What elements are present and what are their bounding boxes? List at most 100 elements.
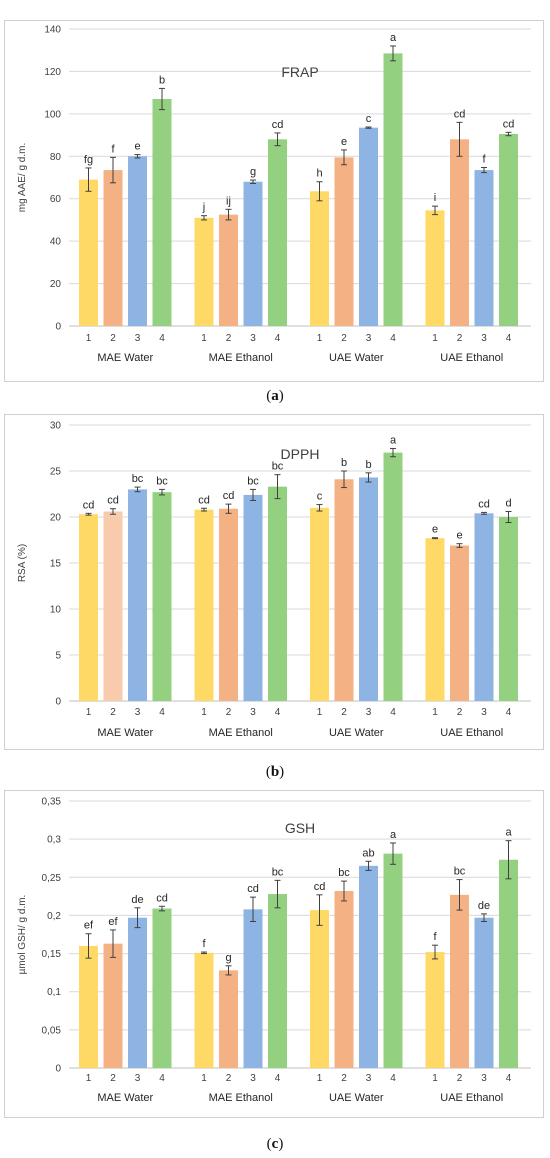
- significance-letter: h: [316, 168, 322, 180]
- significance-letter: a: [390, 434, 397, 446]
- bar-mae-water-1: [79, 179, 98, 326]
- category-label: 4: [159, 1073, 165, 1084]
- y-axis-label: RSA (%): [17, 544, 28, 582]
- significance-letter: e: [456, 530, 462, 542]
- y-tick-label: 0,1: [47, 987, 61, 998]
- bar-mae-ethanol-1: [194, 509, 214, 701]
- bar-uae-ethanol-4: [499, 859, 518, 1068]
- y-tick-label: 140: [44, 25, 61, 36]
- category-label: 1: [201, 1073, 207, 1084]
- bar-uae-water-3: [359, 127, 378, 327]
- y-tick-label: 5: [55, 651, 61, 662]
- significance-letter: cd: [478, 498, 490, 510]
- significance-letter: e: [341, 136, 347, 148]
- y-tick-label: 20: [50, 513, 62, 524]
- category-label: 1: [317, 1073, 323, 1084]
- significance-letter: ab: [362, 847, 374, 859]
- significance-letter: c: [317, 491, 323, 503]
- category-label: 3: [481, 707, 487, 718]
- category-label: 4: [275, 333, 281, 344]
- category-label: 3: [481, 1073, 487, 1084]
- significance-letter: f: [433, 931, 437, 943]
- group-label: UAE Water: [329, 727, 384, 739]
- category-label: 4: [506, 333, 512, 344]
- y-tick-label: 25: [50, 467, 62, 478]
- category-label: 3: [135, 1073, 141, 1084]
- significance-letter: cd: [156, 892, 168, 904]
- group-label: UAE Ethanol: [440, 727, 503, 739]
- significance-letter: f: [111, 143, 115, 155]
- bar-uae-water-4: [383, 452, 403, 701]
- category-label: 4: [275, 707, 281, 718]
- bar-uae-water-4: [383, 53, 403, 327]
- significance-letter: bc: [247, 475, 259, 487]
- category-label: 1: [317, 333, 323, 344]
- bar-uae-water-2: [334, 479, 354, 701]
- significance-letter: cd: [503, 118, 515, 130]
- group-label: MAE Water: [97, 352, 153, 364]
- bar-uae-water-3: [359, 865, 378, 1068]
- significance-letter: bc: [272, 461, 284, 473]
- significance-letter: bc: [156, 475, 168, 487]
- group-label: UAE Water: [329, 1092, 384, 1104]
- y-tick-label: 60: [50, 194, 62, 205]
- gsh-caption: (c): [266, 1136, 284, 1152]
- significance-letter: cd: [314, 881, 326, 893]
- y-tick-label: 0,2: [47, 911, 61, 922]
- bar-mae-water-2: [103, 170, 123, 326]
- bar-mae-water-3: [128, 917, 147, 1068]
- significance-letter: b: [159, 74, 165, 86]
- bar-uae-water-1: [310, 910, 329, 1068]
- group-label: MAE Ethanol: [209, 1092, 273, 1104]
- significance-letter: ef: [84, 920, 94, 932]
- frap-caption-letter: a: [271, 388, 279, 404]
- significance-letter: ef: [108, 916, 118, 928]
- frap-chart-panel: 0 20 40 60 80 100 120 140 mg AAE/ g d.m. FRAP fg 1 f…: [4, 20, 544, 382]
- y-tick-label: 0,15: [42, 949, 62, 960]
- significance-letter: bc: [338, 867, 350, 879]
- bar-mae-water-3: [128, 156, 147, 326]
- bar-mae-ethanol-2: [219, 970, 238, 1068]
- bar-uae-water-2: [334, 891, 354, 1068]
- bar-uae-water-2: [334, 157, 354, 326]
- y-tick-label: 80: [50, 152, 62, 163]
- category-label: 1: [86, 333, 92, 344]
- y-tick-label: 15: [50, 559, 62, 570]
- bar-mae-water-2: [103, 943, 123, 1068]
- bar-mae-ethanol-3: [243, 909, 263, 1068]
- category-label: 4: [390, 333, 396, 344]
- gsh-chart: 0 0,05 0,1 0,15 0,2 0,25 0,3 0,35 µmol GSH/ g d.…: [17, 797, 531, 1104]
- y-tick-label: 0,05: [42, 1025, 62, 1036]
- significance-letter: j: [202, 202, 205, 214]
- category-label: 2: [457, 333, 463, 344]
- significance-letter: cd: [223, 490, 235, 502]
- category-label: 1: [201, 707, 207, 718]
- category-label: 2: [110, 707, 116, 718]
- y-tick-label: 40: [50, 237, 62, 248]
- category-label: 3: [250, 1073, 256, 1084]
- group-label: MAE Water: [97, 1092, 153, 1104]
- bar-mae-water-1: [79, 514, 98, 701]
- category-label: 4: [390, 1073, 396, 1084]
- significance-letter: b: [341, 457, 347, 469]
- bar-mae-water-3: [128, 489, 147, 701]
- category-label: 2: [341, 707, 347, 718]
- category-label: 1: [86, 707, 92, 718]
- y-tick-label: 0,25: [42, 873, 62, 884]
- bar-uae-water-1: [310, 507, 329, 701]
- bar-mae-ethanol-4: [268, 139, 287, 326]
- bar-uae-ethanol-4: [499, 134, 518, 326]
- category-label: 4: [390, 707, 396, 718]
- group-label: MAE Ethanol: [209, 352, 273, 364]
- bar-uae-ethanol-3: [474, 513, 494, 701]
- chart-title: FRAP: [281, 64, 318, 80]
- bar-mae-water-1: [79, 945, 98, 1068]
- significance-letter: a: [390, 829, 397, 841]
- chart-title: DPPH: [281, 446, 320, 462]
- y-tick-label: 30: [50, 421, 62, 432]
- significance-letter: cd: [83, 499, 95, 511]
- frap-caption: (a): [266, 388, 284, 404]
- y-axis-label: µmol GSH/ g d.m.: [17, 895, 28, 975]
